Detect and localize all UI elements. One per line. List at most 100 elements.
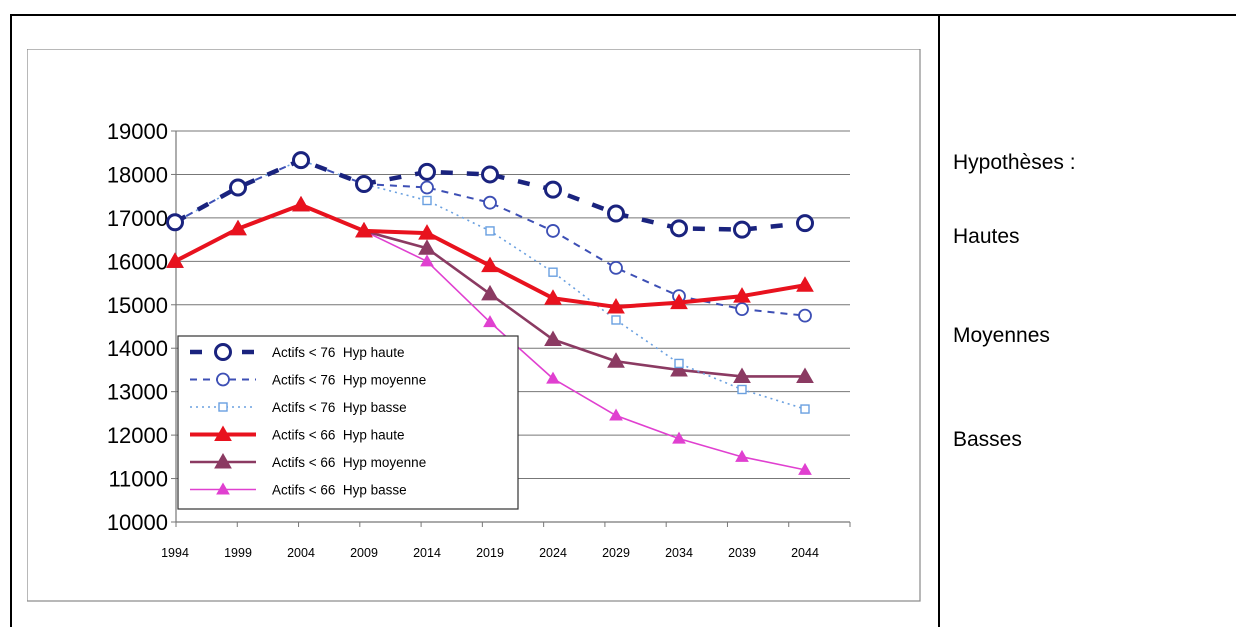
data-point bbox=[737, 384, 747, 395]
data-point bbox=[481, 165, 499, 184]
data-point bbox=[218, 402, 228, 412]
y-tick-label: 10000 bbox=[107, 510, 168, 535]
y-tick-label: 13000 bbox=[107, 380, 168, 405]
data-point bbox=[292, 151, 310, 170]
y-tick-label: 14000 bbox=[107, 336, 168, 361]
legend-entry: Actifs < 66 Hyp moyenne bbox=[190, 452, 426, 470]
x-tick-label: 2024 bbox=[539, 546, 567, 560]
table-left-border bbox=[10, 14, 12, 627]
x-tick-label: 2014 bbox=[413, 546, 441, 560]
data-point bbox=[483, 195, 497, 210]
hypothesis-hautes: Hautes bbox=[953, 225, 1020, 248]
data-point bbox=[229, 178, 247, 197]
legend: Actifs < 76 Hyp haute Actifs < 76 Hyp moy… bbox=[177, 335, 519, 510]
legend-entry: Actifs < 76 Hyp haute bbox=[190, 343, 404, 361]
y-tick-label: 11000 bbox=[108, 467, 168, 492]
table-column-divider bbox=[938, 14, 940, 627]
legend-label: Actifs < 76 Hyp moyenne bbox=[272, 373, 426, 388]
y-tick-label: 18000 bbox=[107, 162, 168, 187]
data-point bbox=[670, 360, 688, 377]
data-point bbox=[292, 195, 310, 212]
data-point bbox=[229, 219, 247, 236]
legend-label: Actifs < 66 Hyp haute bbox=[272, 428, 404, 443]
data-point bbox=[544, 180, 562, 199]
data-point bbox=[607, 352, 625, 368]
data-point bbox=[733, 367, 751, 383]
legend-entry: Actifs < 76 Hyp basse bbox=[190, 400, 407, 415]
data-point bbox=[798, 308, 812, 323]
x-tick-label: 2044 bbox=[791, 546, 819, 560]
data-point bbox=[544, 330, 562, 347]
data-point bbox=[355, 221, 373, 238]
data-point bbox=[609, 260, 623, 275]
series-line bbox=[174, 159, 806, 317]
data-point bbox=[214, 343, 232, 361]
legend-label: Actifs < 66 Hyp moyenne bbox=[272, 455, 426, 470]
x-tick-label: 2029 bbox=[602, 546, 630, 560]
data-point bbox=[418, 162, 436, 181]
hypothesis-moyennes: Moyennes bbox=[953, 324, 1050, 347]
data-point bbox=[420, 180, 434, 195]
data-point bbox=[483, 315, 497, 328]
series-lines bbox=[166, 151, 814, 475]
data-point bbox=[548, 267, 558, 277]
data-point bbox=[670, 293, 688, 310]
data-point bbox=[216, 482, 230, 495]
legend-entry: Actifs < 76 Hyp moyenne bbox=[190, 373, 426, 388]
hypotheses-heading: Hypothèses : bbox=[953, 151, 1076, 174]
data-point bbox=[800, 404, 810, 414]
x-tick-label: 2004 bbox=[287, 546, 315, 560]
series-1 bbox=[166, 151, 814, 239]
data-point bbox=[418, 224, 436, 240]
line-chart: 10000 11000 12000 13000 14000 15000 16000 17000… bbox=[27, 49, 921, 602]
x-tick-label: 1994 bbox=[161, 546, 189, 560]
data-point bbox=[546, 224, 560, 238]
series-4 bbox=[166, 195, 814, 314]
legend-label: Actifs < 66 Hyp basse bbox=[272, 483, 407, 498]
data-point bbox=[216, 372, 230, 387]
data-point bbox=[544, 289, 562, 305]
axes: 10000 11000 12000 13000 14000 15000 16000 17000… bbox=[107, 119, 851, 560]
data-point bbox=[422, 195, 432, 206]
y-tick-label: 16000 bbox=[107, 249, 168, 274]
table-top-border bbox=[10, 14, 1236, 16]
x-tick-label: 2034 bbox=[665, 546, 693, 560]
data-point bbox=[609, 408, 623, 421]
y-tick-label: 19000 bbox=[107, 119, 168, 144]
x-tick-label: 2019 bbox=[476, 546, 504, 560]
x-tick-label: 1999 bbox=[224, 546, 252, 560]
data-point bbox=[546, 371, 560, 384]
data-point bbox=[735, 449, 749, 462]
data-point bbox=[674, 358, 684, 369]
data-point bbox=[355, 175, 373, 194]
data-point bbox=[481, 284, 499, 301]
x-tick-label: 2039 bbox=[728, 546, 756, 560]
data-point bbox=[733, 287, 751, 303]
legend-entry: Actifs < 66 Hyp haute bbox=[190, 425, 404, 443]
y-tick-label: 17000 bbox=[107, 206, 168, 231]
data-point bbox=[607, 204, 625, 223]
data-point bbox=[418, 239, 436, 255]
data-point bbox=[607, 297, 625, 314]
data-point bbox=[670, 219, 688, 238]
data-point bbox=[796, 214, 814, 233]
data-point bbox=[420, 254, 434, 267]
data-point bbox=[796, 367, 814, 383]
data-point bbox=[485, 226, 495, 236]
x-tick-label: 2009 bbox=[350, 546, 378, 560]
legend-entry: Actifs < 66 Hyp basse bbox=[190, 482, 407, 498]
legend-label: Actifs < 76 Hyp haute bbox=[272, 345, 404, 360]
hypothesis-basses: Basses bbox=[953, 428, 1022, 451]
data-point bbox=[672, 431, 686, 444]
data-point bbox=[214, 452, 232, 469]
data-point bbox=[796, 276, 814, 292]
legend-label: Actifs < 76 Hyp basse bbox=[272, 400, 407, 415]
data-point bbox=[166, 213, 184, 232]
data-point bbox=[611, 315, 621, 325]
data-point bbox=[166, 252, 184, 268]
data-point bbox=[214, 425, 232, 441]
series-line bbox=[173, 157, 806, 232]
data-point bbox=[798, 462, 812, 475]
legend-box bbox=[177, 335, 519, 510]
data-point bbox=[735, 302, 749, 317]
